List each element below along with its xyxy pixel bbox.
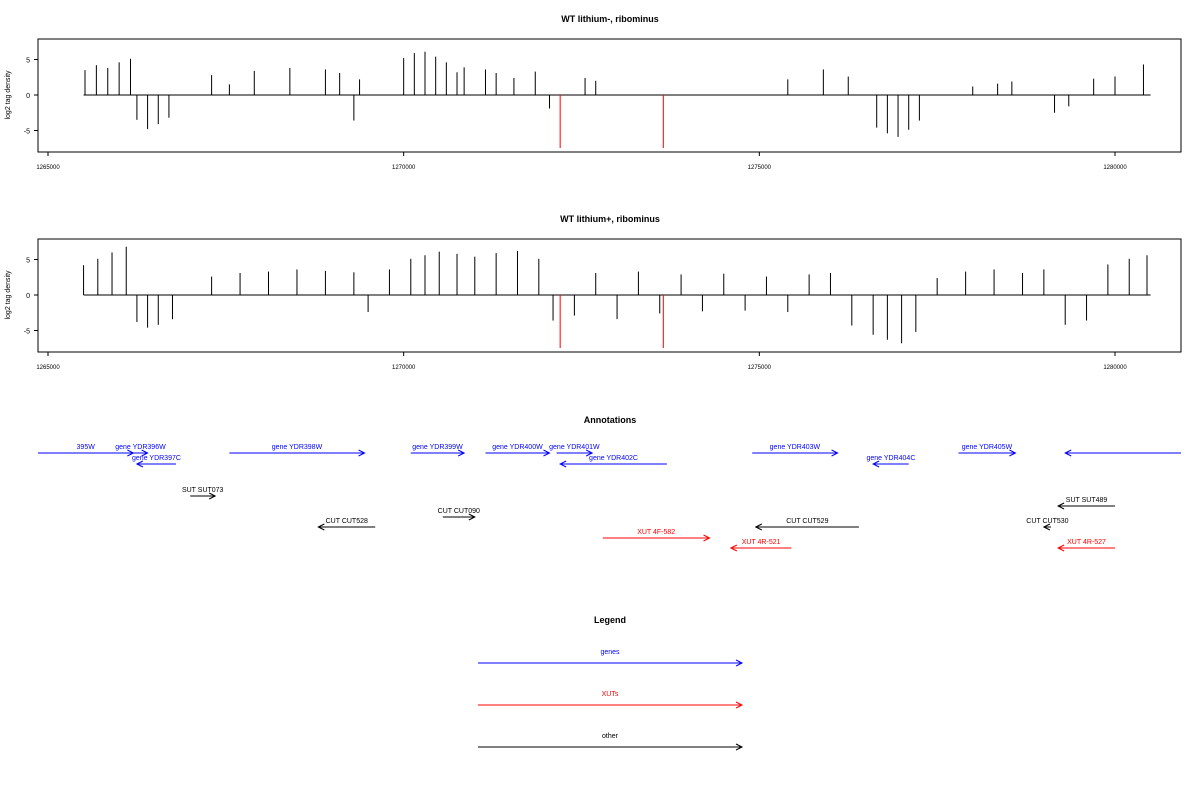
legend-items: genes XUTs other [478,649,744,751]
legend-label: genes [600,649,620,656]
x-tick-label: 1280000 [1103,365,1127,371]
feature-label: gene YDR400W [492,444,543,451]
legend: Legend genes XUTs other [478,615,744,751]
x-tick-label: 1265000 [36,365,60,371]
feature-arrow [485,449,551,457]
x-axis-ticks: 1265000 1270000 1275000 1280000 [36,152,1127,171]
feature-arrow [1064,449,1181,457]
y-axis-label: log2 tag density [5,270,12,320]
feature-label: gene YDR401W [549,444,600,451]
feature-label: CUT CUT530 [1026,518,1068,525]
legend-label: XUTs [602,691,619,698]
legend-arrow [478,743,744,751]
feature-label: gene YDR399W [412,444,463,451]
x-tick-label: 1265000 [36,165,60,171]
feature-label: SUT SUT489 [1066,497,1108,504]
feature-arrow [559,460,667,468]
y-axis-ticks: 5 0 -5 [24,258,38,336]
y-tick-label: 5 [26,58,30,65]
track-panel-lithium-plus: WT lithium+, ribominus log2 tag density … [5,214,1182,371]
x-tick-label: 1275000 [748,365,772,371]
y-tick-label: 0 [26,293,30,300]
y-tick-label: 0 [26,93,30,100]
panel-title: WT lithium+, ribominus [560,214,660,224]
feature-label: CUT CUT090 [438,508,480,515]
feature-arrow [133,449,149,457]
density-bars [83,246,1151,344]
feature-arrow [556,449,594,457]
feature-label: XUT 4F-582 [637,529,675,536]
legend-arrow [478,659,744,667]
feature-label: SUT SUT073 [182,487,224,494]
feature-arrow [410,449,466,457]
feature-label: XUT 4R-521 [742,539,781,546]
feature-label: XUT 4R-527 [1067,539,1106,546]
annotation-title: Annotations [584,415,637,425]
x-tick-label: 1270000 [392,165,416,171]
y-tick-label: -5 [24,329,30,336]
feature-label: gene YDR396W [115,444,166,451]
x-tick-label: 1280000 [1103,165,1127,171]
feature-label: gene YDR402C [589,455,638,462]
feature-label: CUT CUT528 [326,518,368,525]
feature-label: gene YDR405W [962,444,1013,451]
feature-label: gene YDR403W [770,444,821,451]
red-markers [559,95,664,148]
feature-arrow [190,492,217,500]
x-tick-label: 1270000 [392,365,416,371]
feature-arrow [1042,523,1051,531]
x-tick-label: 1275000 [748,165,772,171]
feature-label: gene YDR404C [866,455,915,462]
feature-arrow [872,460,909,468]
feature-label: CUT CUT529 [786,518,828,525]
panel-title: WT lithium-, ribominus [561,14,659,24]
legend-arrow [478,701,744,709]
y-axis-label: log2 tag density [5,70,12,120]
feature-arrow [754,523,859,531]
y-axis-ticks: 5 0 -5 [24,58,38,136]
red-markers [559,295,664,348]
feature-arrow [752,449,839,457]
feature-label: gene YDR397C [132,455,181,462]
feature-arrow [442,513,476,521]
feature-arrow [1056,502,1115,510]
y-tick-label: 5 [26,258,30,265]
feature-label: 395W [77,444,96,451]
annotation-panel: Annotations 395W gene YDR396W gene YDR397C… [38,415,1181,552]
x-axis-ticks: 1265000 1270000 1275000 1280000 [36,352,1127,371]
feature-arrow [1056,544,1115,552]
density-bars [83,51,1151,137]
feature-label: gene YDR398W [272,444,323,451]
feature-arrows: 395W gene YDR396W gene YDR397C gene YDR398W… [38,444,1181,552]
feature-arrow [229,449,366,457]
feature-arrow [958,449,1017,457]
track-panel-lithium-minus: WT lithium-, ribominus log2 tag density … [5,14,1182,171]
legend-label: other [602,733,619,740]
feature-arrow [317,523,376,531]
feature-arrow [729,544,792,552]
y-tick-label: -5 [24,129,30,136]
feature-arrow [602,534,711,542]
feature-arrow [135,460,177,468]
legend-title: Legend [594,615,626,625]
